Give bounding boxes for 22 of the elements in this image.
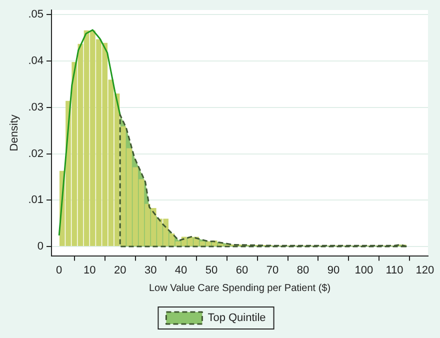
- x-tick-label: 110: [386, 264, 404, 276]
- x-tick-label: 70: [266, 264, 279, 276]
- x-tick-label: 100: [354, 264, 374, 276]
- x-tick-label: 60: [236, 264, 248, 276]
- x-tick-label: 50: [205, 264, 218, 276]
- legend-label: Top Quintile: [208, 312, 266, 324]
- y-tick-label: 0: [37, 240, 44, 253]
- y-tick-label: .02: [28, 148, 44, 160]
- y-tick-label: .04: [28, 55, 44, 68]
- y-tick-label: .05: [28, 8, 44, 21]
- x-tick-label: 10: [83, 264, 96, 276]
- x-tick-label: 40: [174, 264, 188, 276]
- x-tick-label: 20: [114, 264, 126, 276]
- x-axis-title: Low Value Care Spending per Patient ($): [148, 282, 331, 294]
- x-tick-label: 80: [296, 264, 310, 276]
- x-tick-label: 0: [56, 264, 62, 276]
- x-tick-label: 90: [327, 264, 340, 276]
- y-tick-label: .01: [28, 194, 44, 206]
- x-tick-label: 30: [144, 264, 157, 276]
- y-axis-title: Density: [8, 114, 21, 152]
- y-tick-label: .03: [28, 101, 44, 114]
- x-tick-label: 120: [416, 264, 434, 276]
